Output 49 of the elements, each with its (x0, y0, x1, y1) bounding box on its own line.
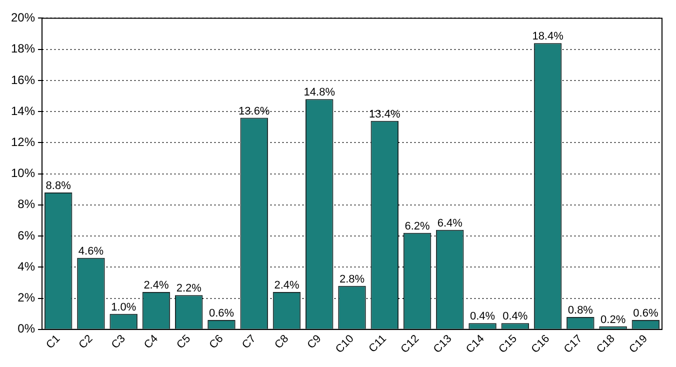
y-tick-label: 18% (10, 42, 36, 56)
data-label: 1.0% (111, 301, 136, 314)
data-label: 14.8% (304, 86, 336, 99)
x-tick-label: C9 (305, 332, 324, 352)
data-label: 4.6% (78, 245, 104, 258)
y-tick-label: 12% (10, 134, 36, 149)
x-tick-label: C16 (529, 332, 552, 356)
x-tick-label: C4 (142, 332, 160, 352)
data-label: 0.6% (633, 308, 658, 320)
data-label: 2.4% (274, 280, 300, 292)
y-tick-label: 2% (18, 290, 36, 305)
data-label: 13.6% (238, 105, 270, 118)
x-tick-label: C8 (272, 332, 292, 352)
x-tick-label: C15 (496, 332, 520, 356)
y-tick-label: 16% (10, 72, 36, 87)
data-label: 13.4% (369, 108, 400, 120)
x-tick-label: C11 (366, 332, 389, 356)
x-tick-label: C6 (207, 332, 226, 352)
data-label: 6.2% (404, 220, 430, 232)
data-label: 0.8% (568, 304, 594, 316)
x-tick-label: C3 (109, 332, 128, 352)
x-tick-label: C2 (76, 332, 96, 352)
data-label: 6.4% (437, 217, 463, 230)
data-label: 2.2% (176, 282, 202, 295)
y-tick-label: 6% (18, 228, 36, 242)
x-tick-label: C18 (594, 332, 618, 356)
x-tick-label: C13 (431, 332, 454, 356)
y-tick-label: 10% (10, 166, 36, 180)
data-label: 0.4% (470, 310, 496, 323)
y-tick-label: 4% (18, 259, 36, 274)
y-tick-label: 14% (10, 104, 36, 118)
x-tick-label: C19 (627, 332, 650, 356)
data-label: 0.4% (502, 310, 528, 323)
data-label: 2.8% (339, 273, 365, 286)
data-label: 0.2% (600, 314, 626, 326)
x-tick-label: C10 (334, 332, 356, 356)
data-label: 2.4% (144, 280, 169, 292)
y-tick-label: 0% (18, 322, 36, 336)
data-label: 18.4% (532, 30, 564, 43)
data-label: 8.8% (46, 180, 72, 192)
x-tick-label: C12 (398, 332, 422, 356)
y-tick-label: 20% (10, 10, 36, 25)
x-tick-label: C14 (464, 332, 487, 356)
x-tick-label: C7 (240, 332, 258, 352)
data-label: 0.6% (208, 308, 234, 320)
x-tick-label: C5 (174, 332, 194, 352)
x-tick-label: C1 (44, 332, 63, 352)
x-tick-label: C17 (562, 332, 585, 356)
y-tick-label: 8% (18, 197, 36, 212)
